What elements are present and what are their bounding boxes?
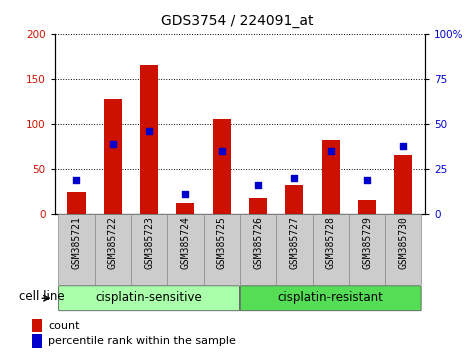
Point [363,177,371,183]
Bar [349,214,385,285]
Bar [394,155,412,214]
Text: GSM385727: GSM385727 [289,216,299,269]
Bar [32,334,42,348]
Bar [176,203,194,214]
Bar [322,140,340,214]
Bar [285,185,304,214]
Bar [32,319,42,332]
Point [399,143,407,148]
Text: count: count [48,321,80,331]
Text: GDS3754 / 224091_at: GDS3754 / 224091_at [161,14,314,28]
Bar [95,214,131,285]
Bar [131,214,167,285]
Bar [140,65,158,214]
Point [254,182,262,188]
Text: GSM385726: GSM385726 [253,216,263,269]
Bar [213,119,231,214]
Bar [167,214,204,285]
Bar [385,214,421,285]
Bar [104,99,122,214]
Bar [204,214,240,285]
Text: percentile rank within the sample: percentile rank within the sample [48,336,236,346]
Point [181,192,189,197]
Bar [276,214,313,285]
Point [145,128,153,134]
Bar [58,214,95,285]
Bar [313,214,349,285]
Bar [67,192,86,214]
Text: cisplatin-sensitive: cisplatin-sensitive [95,291,202,304]
Text: GSM385728: GSM385728 [326,216,336,269]
Point [291,175,298,181]
Bar [249,198,267,214]
FancyBboxPatch shape [58,286,239,311]
Text: cisplatin-resistant: cisplatin-resistant [278,291,384,304]
Bar [240,214,276,285]
Text: GSM385722: GSM385722 [108,216,118,269]
Text: GSM385721: GSM385721 [71,216,81,269]
Point [327,148,334,154]
Point [73,177,80,183]
Bar [358,200,376,214]
Text: cell line: cell line [19,290,65,303]
Text: GSM385724: GSM385724 [180,216,190,269]
Text: GSM385725: GSM385725 [217,216,227,269]
Point [109,141,116,147]
Point [218,148,226,154]
Text: GSM385723: GSM385723 [144,216,154,269]
Text: GSM385729: GSM385729 [362,216,372,269]
Text: GSM385730: GSM385730 [399,216,408,269]
FancyBboxPatch shape [240,286,421,311]
